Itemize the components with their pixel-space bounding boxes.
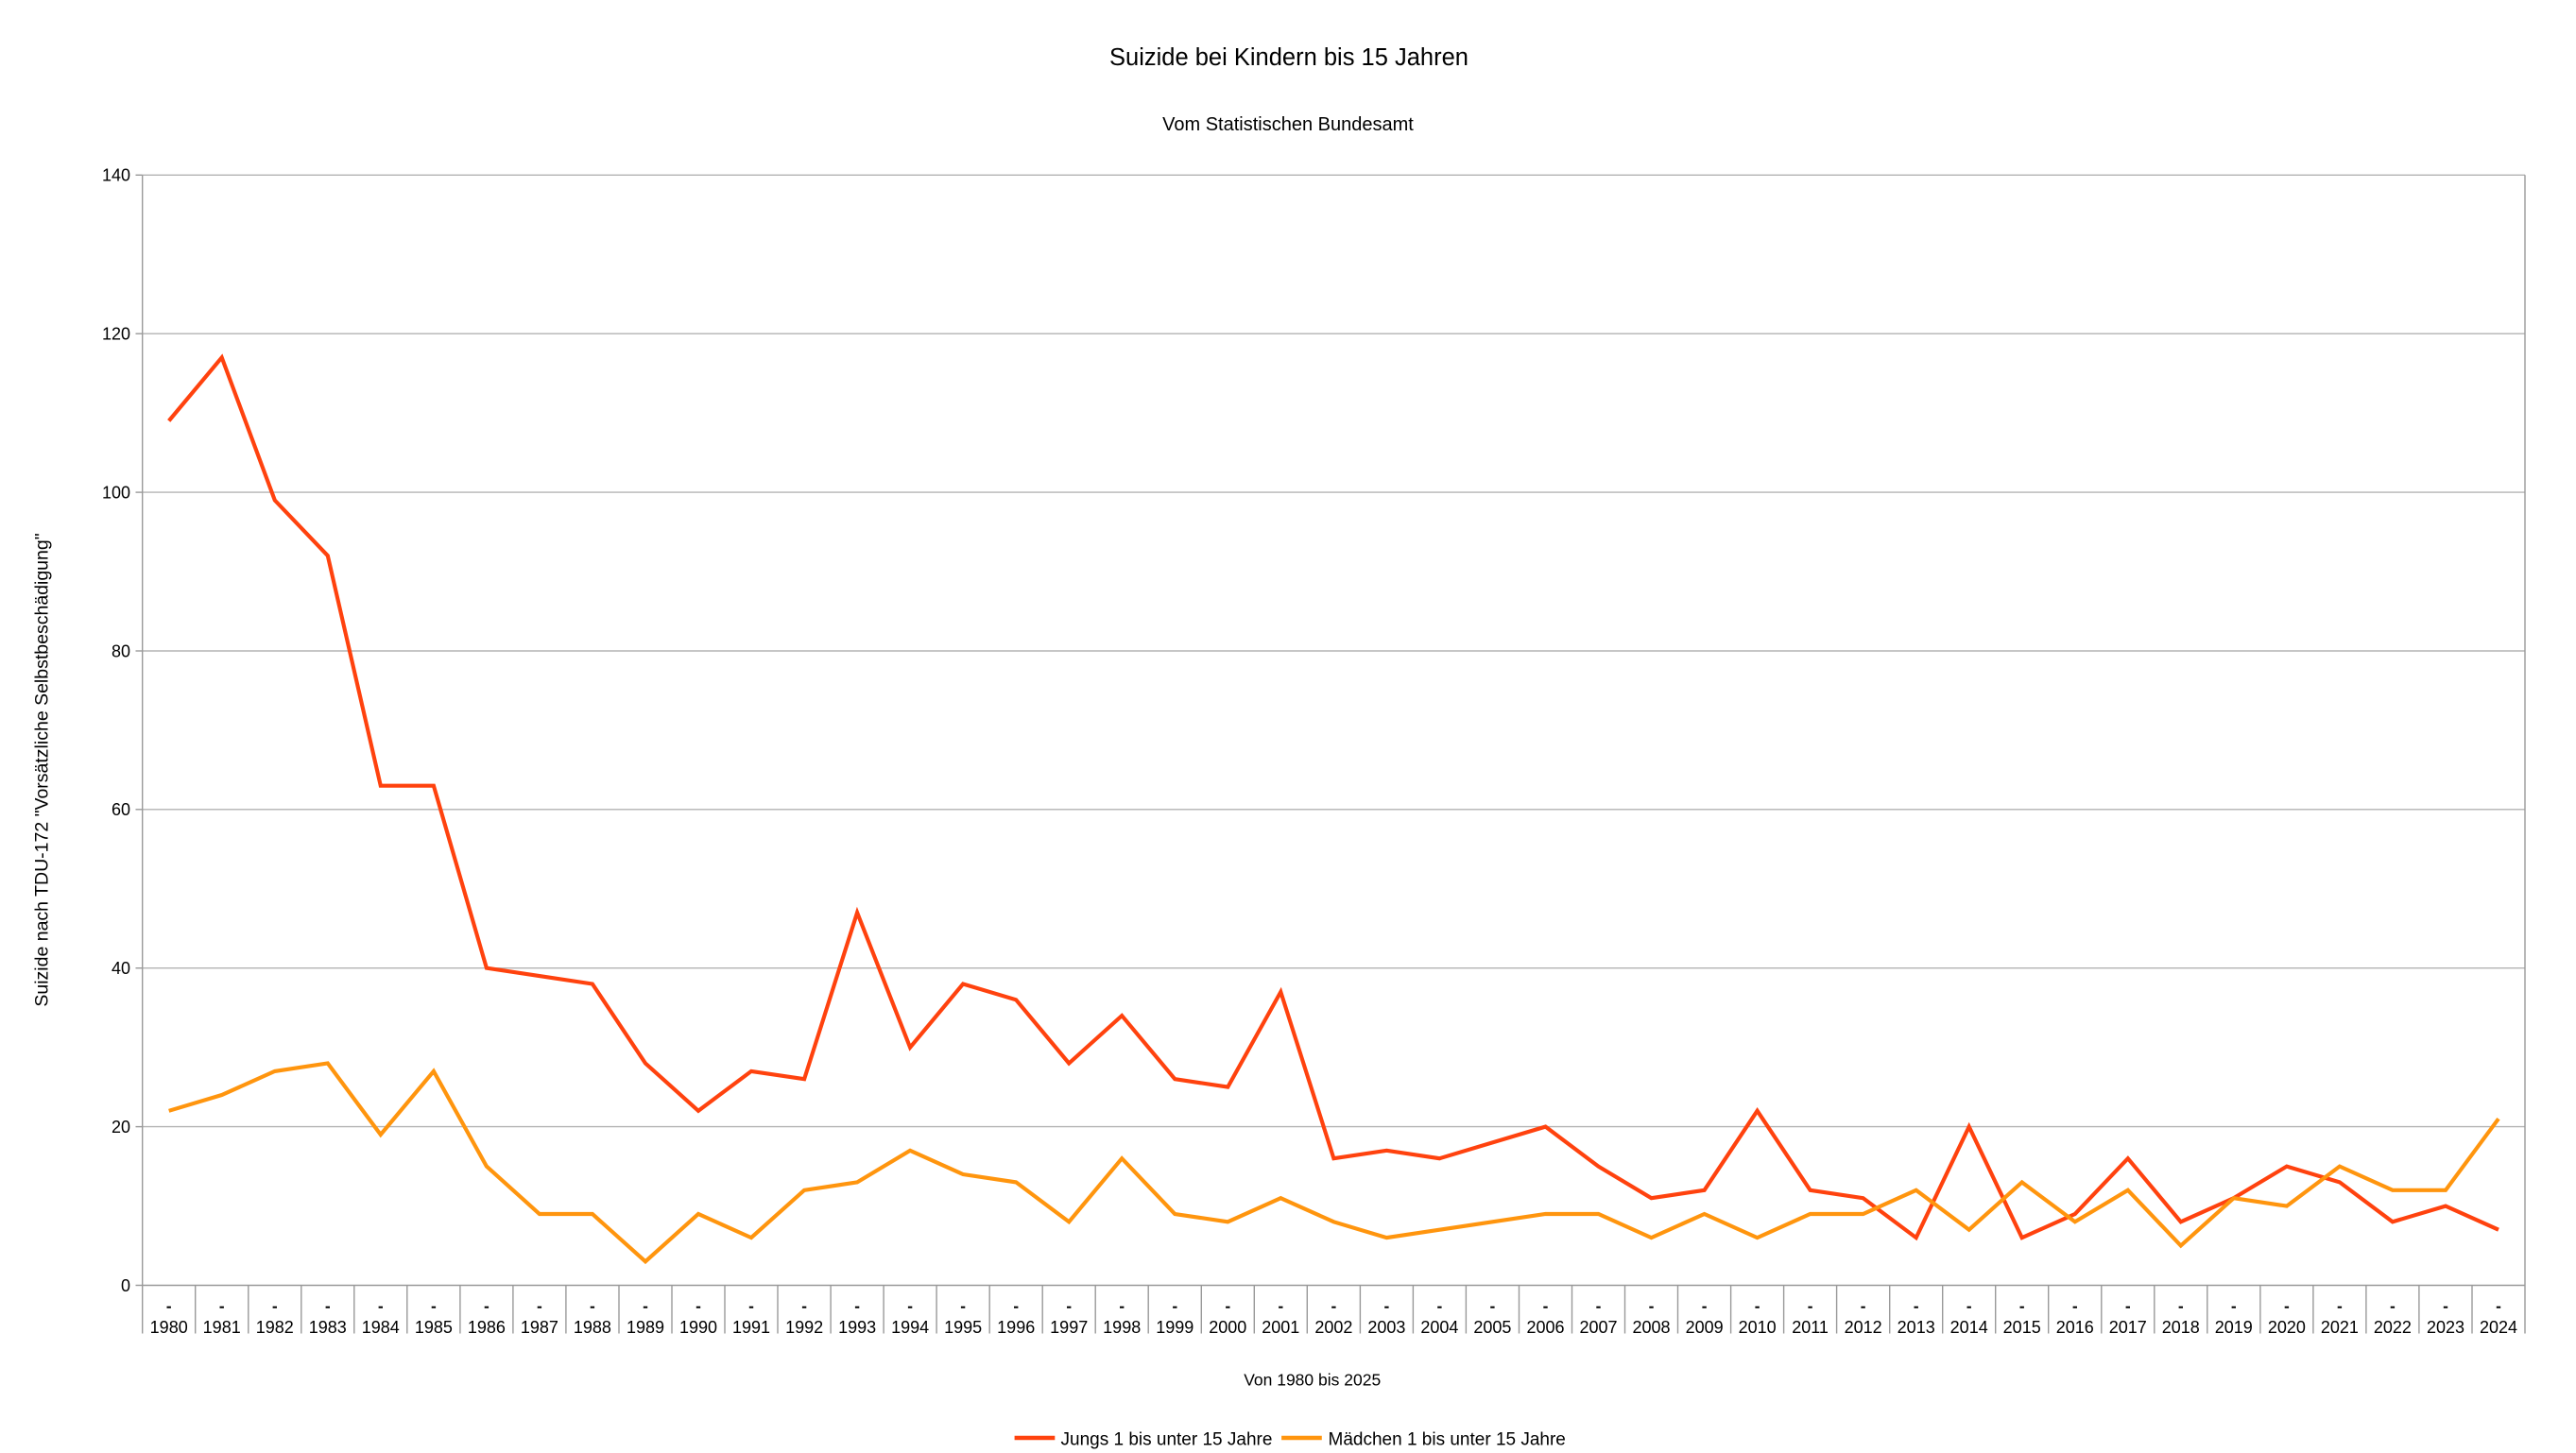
svg-text:2022: 2022 — [2374, 1318, 2412, 1337]
svg-text:1981: 1981 — [203, 1318, 241, 1337]
svg-text:Von 1980 bis 2025: Von 1980 bis 2025 — [1244, 1371, 1381, 1390]
svg-text:1986: 1986 — [468, 1318, 506, 1337]
svg-text:2003: 2003 — [1367, 1318, 1405, 1337]
svg-text:2001: 2001 — [1262, 1318, 1299, 1337]
svg-text:40: 40 — [112, 959, 130, 978]
svg-text:60: 60 — [112, 800, 130, 819]
svg-text:2011: 2011 — [1792, 1318, 1829, 1337]
svg-text:2004: 2004 — [1420, 1318, 1458, 1337]
svg-text:2005: 2005 — [1473, 1318, 1511, 1337]
svg-text:2018: 2018 — [2162, 1318, 2200, 1337]
svg-text:2000: 2000 — [1209, 1318, 1246, 1337]
svg-text:1998: 1998 — [1103, 1318, 1141, 1337]
svg-text:1999: 1999 — [1156, 1318, 1194, 1337]
svg-text:2009: 2009 — [1686, 1318, 1724, 1337]
svg-text:140: 140 — [102, 166, 130, 185]
svg-text:Jungs 1 bis unter 15 Jahre: Jungs 1 bis unter 15 Jahre — [1061, 1429, 1273, 1449]
svg-text:120: 120 — [102, 325, 130, 344]
svg-text:1982: 1982 — [256, 1318, 294, 1337]
svg-text:2019: 2019 — [2215, 1318, 2253, 1337]
svg-text:1989: 1989 — [627, 1318, 664, 1337]
svg-text:1996: 1996 — [997, 1318, 1035, 1337]
svg-text:2020: 2020 — [2268, 1318, 2306, 1337]
svg-text:1988: 1988 — [574, 1318, 611, 1337]
svg-text:1992: 1992 — [785, 1318, 823, 1337]
svg-text:0: 0 — [121, 1276, 130, 1295]
svg-text:80: 80 — [112, 641, 130, 660]
svg-text:1984: 1984 — [362, 1318, 400, 1337]
svg-text:1993: 1993 — [838, 1318, 876, 1337]
svg-text:2014: 2014 — [1950, 1318, 1988, 1337]
svg-text:20: 20 — [112, 1118, 130, 1137]
svg-text:1991: 1991 — [732, 1318, 770, 1337]
svg-text:1997: 1997 — [1050, 1318, 1088, 1337]
svg-text:2024: 2024 — [2480, 1318, 2517, 1337]
svg-text:2012: 2012 — [1845, 1318, 1882, 1337]
svg-text:Suizide bei Kindern bis 15 Jah: Suizide bei Kindern bis 15 Jahren — [1109, 44, 1468, 71]
svg-text:2016: 2016 — [2056, 1318, 2094, 1337]
svg-text:1980: 1980 — [150, 1318, 188, 1337]
svg-text:Vom Statistischen Bundesamt: Vom Statistischen Bundesamt — [1162, 114, 1414, 135]
svg-text:2013: 2013 — [1898, 1318, 1935, 1337]
svg-text:2002: 2002 — [1314, 1318, 1352, 1337]
svg-text:1987: 1987 — [521, 1318, 558, 1337]
svg-text:2021: 2021 — [2321, 1318, 2359, 1337]
svg-text:2008: 2008 — [1632, 1318, 1670, 1337]
svg-text:Suizide nach TDU-172 "Vorsätzl: Suizide nach TDU-172 "Vorsätzliche Selbs… — [32, 533, 53, 1006]
svg-text:2015: 2015 — [2003, 1318, 2041, 1337]
svg-text:1985: 1985 — [415, 1318, 453, 1337]
svg-text:1983: 1983 — [309, 1318, 347, 1337]
svg-text:2010: 2010 — [1739, 1318, 1777, 1337]
svg-text:1994: 1994 — [891, 1318, 929, 1337]
svg-text:2017: 2017 — [2109, 1318, 2147, 1337]
svg-text:Mädchen 1 bis unter 15 Jahre: Mädchen 1 bis unter 15 Jahre — [1329, 1429, 1566, 1449]
svg-text:1990: 1990 — [679, 1318, 717, 1337]
svg-text:1995: 1995 — [944, 1318, 982, 1337]
svg-text:100: 100 — [102, 484, 130, 503]
svg-text:2006: 2006 — [1526, 1318, 1564, 1337]
svg-text:2023: 2023 — [2427, 1318, 2464, 1337]
svg-text:2007: 2007 — [1579, 1318, 1617, 1337]
